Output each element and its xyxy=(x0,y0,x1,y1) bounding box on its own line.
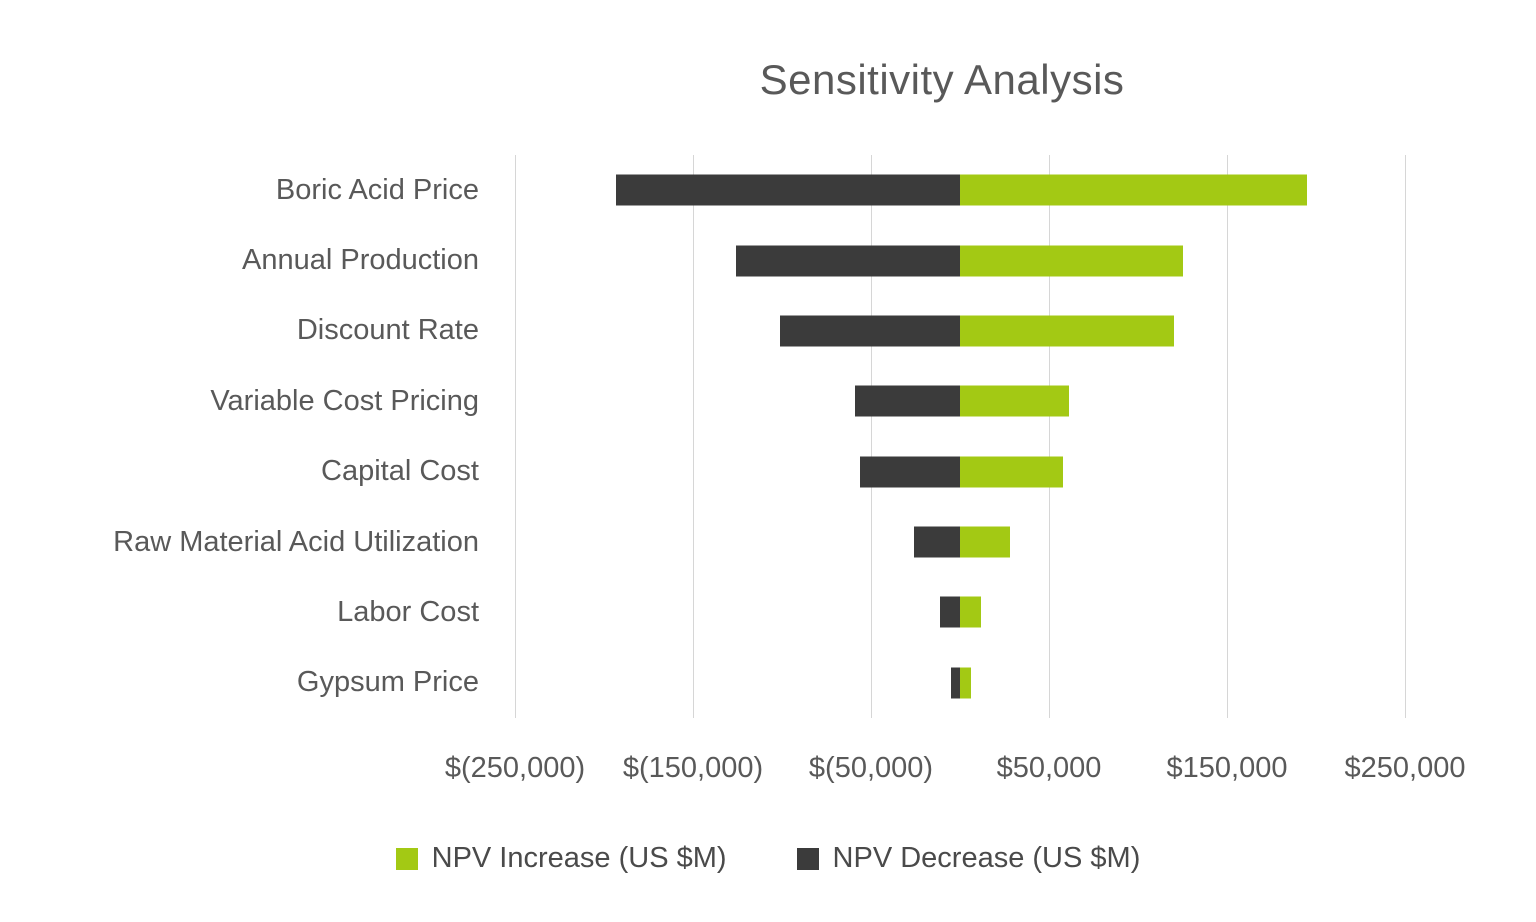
bar-area xyxy=(515,437,1405,507)
gridline xyxy=(871,155,872,718)
bar-npv-decrease xyxy=(940,596,960,628)
bar-npv-decrease xyxy=(854,385,960,417)
category-label: Capital Cost xyxy=(321,455,479,488)
bar-npv-decrease xyxy=(913,526,960,558)
bar-area xyxy=(515,155,1405,225)
x-tick-label: $150,000 xyxy=(1166,752,1288,784)
grid-layer xyxy=(515,155,1406,718)
x-tick-label: $250,000 xyxy=(1344,752,1466,784)
bar-npv-increase xyxy=(960,245,1183,277)
chart-row: Gypsum Price xyxy=(0,648,1536,718)
x-tick-label: $(150,000) xyxy=(622,752,764,784)
category-label: Boric Acid Price xyxy=(275,173,479,206)
category-label: Labor Cost xyxy=(337,595,479,628)
x-tick-label: $50,000 xyxy=(996,752,1102,784)
legend-swatch-npv-increase xyxy=(395,847,418,870)
gridline xyxy=(1049,155,1050,718)
x-axis: $(250,000) $(150,000) $(50,000) $50,000 $150… xyxy=(445,752,1466,796)
bar-npv-decrease xyxy=(780,315,960,347)
category-label: Gypsum Price xyxy=(296,666,479,699)
chart-row: Annual Production xyxy=(0,225,1536,295)
bar-area xyxy=(515,225,1405,295)
bar-area xyxy=(515,366,1405,436)
legend: NPV Increase (US $M) NPV Decrease (US $M… xyxy=(0,842,1536,875)
legend-label-npv-increase: NPV Increase (US $M) xyxy=(431,842,727,874)
legend-label-npv-decrease: NPV Decrease (US $M) xyxy=(832,842,1141,874)
bar-npv-increase xyxy=(960,596,982,628)
gridline xyxy=(693,155,694,718)
bar-npv-decrease xyxy=(616,174,960,206)
category-label: Annual Production xyxy=(242,244,479,277)
x-tick-label: $(50,000) xyxy=(808,752,934,784)
category-label: Raw Material Acid Utilization xyxy=(113,525,479,558)
bar-npv-increase xyxy=(960,385,1069,417)
bar-npv-decrease xyxy=(860,456,960,488)
gridline xyxy=(1227,155,1228,718)
bar-npv-increase xyxy=(960,174,1308,206)
bar-area xyxy=(515,648,1405,718)
bar-area xyxy=(515,296,1405,366)
chart-row: Boric Acid Price xyxy=(0,155,1536,225)
bar-npv-increase xyxy=(960,315,1174,347)
category-label: Variable Cost Pricing xyxy=(210,384,479,417)
gridline xyxy=(515,155,516,718)
x-tick-label: $(250,000) xyxy=(444,752,586,784)
chart-row: Capital Cost xyxy=(0,437,1536,507)
bar-area xyxy=(515,507,1405,577)
rows-layer: Boric Acid Price Annual Production Discoun… xyxy=(0,155,1536,718)
bar-npv-increase xyxy=(960,667,971,699)
chart-row: Discount Rate xyxy=(0,296,1536,366)
gridline xyxy=(1405,155,1406,718)
bar-npv-decrease xyxy=(951,667,960,699)
bar-npv-decrease xyxy=(735,245,960,277)
category-label: Discount Rate xyxy=(296,314,479,347)
chart-row: Labor Cost xyxy=(0,577,1536,647)
bar-npv-increase xyxy=(960,456,1064,488)
legend-swatch-npv-decrease xyxy=(796,847,819,870)
legend-item-npv-increase: NPV Increase (US $M) xyxy=(395,842,727,875)
chart-row: Variable Cost Pricing xyxy=(0,366,1536,436)
chart-row: Raw Material Acid Utilization xyxy=(0,507,1536,577)
bar-npv-increase xyxy=(960,526,1010,558)
chart-title: Sensitivity Analysis xyxy=(759,56,1125,103)
legend-item-npv-decrease: NPV Decrease (US $M) xyxy=(796,842,1141,875)
bar-area xyxy=(515,577,1405,647)
plot-area: Boric Acid Price Annual Production Discoun… xyxy=(0,155,1536,718)
